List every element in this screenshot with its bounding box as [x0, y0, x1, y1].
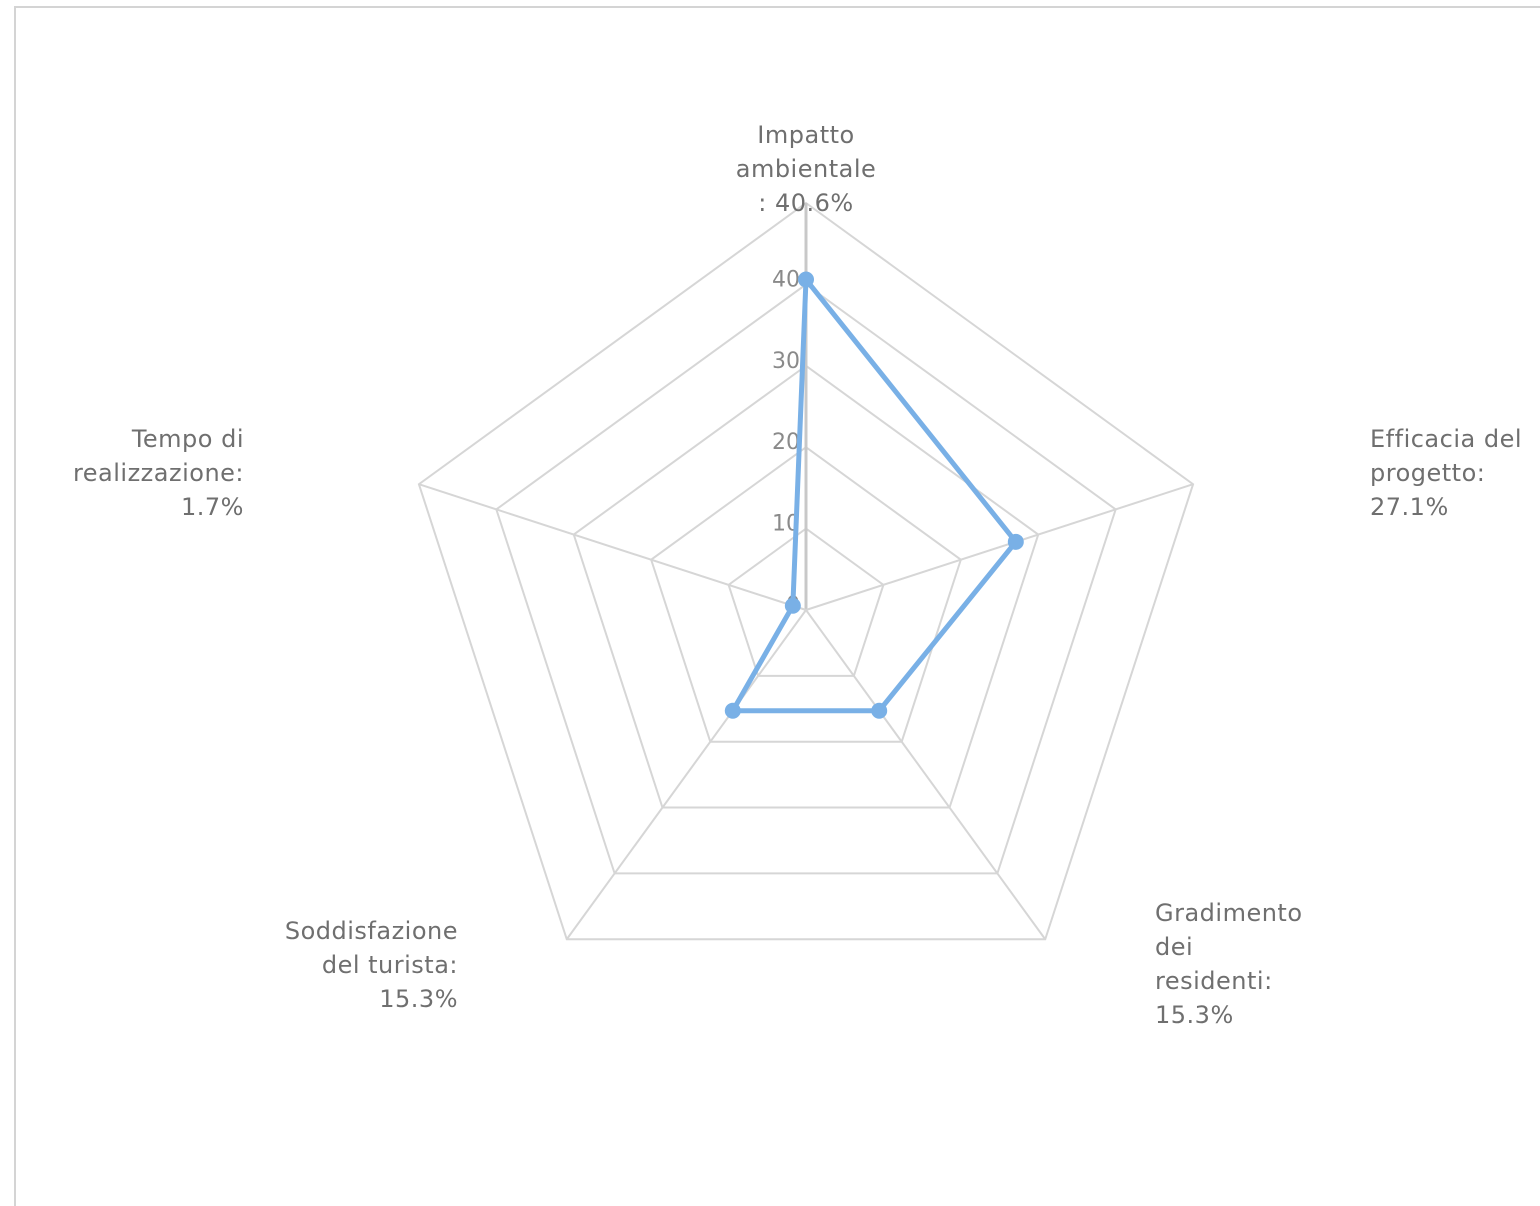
radar-spoke	[805, 609, 1047, 940]
grid-ring	[727, 527, 885, 677]
category-label-impatto-ambientale: Impatto ambientale : 40.6%	[735, 121, 877, 217]
series-line	[730, 277, 1019, 714]
radial-tick-label: 30	[772, 349, 800, 374]
data-point[interactable]	[1007, 533, 1024, 550]
data-point[interactable]	[798, 271, 814, 288]
grid-ring	[495, 283, 1117, 875]
radial-tick-label: 40	[772, 267, 800, 292]
grid-ring	[572, 364, 1040, 809]
grid-ring	[417, 201, 1195, 941]
radar-spoke	[805, 483, 1194, 611]
radial-tick-label: 20	[772, 430, 800, 455]
radar-spoke	[418, 483, 807, 611]
category-label-soddisfazione-turista: Soddisfazione del turista: 15.3%	[284, 917, 458, 1013]
radar-spoke	[565, 609, 807, 940]
category-label-efficacia-progetto: Efficacia del progetto: 27.1%	[1370, 425, 1522, 521]
category-label-tempo-realizzazione: Tempo di realizzazione: 1.7%	[72, 425, 244, 521]
grid-ring	[649, 445, 963, 743]
radar-series	[724, 271, 1024, 719]
radar-axes	[418, 203, 1194, 940]
chart-frame	[14, 6, 1540, 1206]
data-point[interactable]	[724, 702, 741, 719]
category-label-gradimento-residenti: Gradimento dei residenti: 15.3%	[1155, 899, 1303, 1029]
radar-grid	[417, 201, 1195, 941]
data-point[interactable]	[784, 597, 801, 614]
data-point[interactable]	[871, 702, 888, 719]
